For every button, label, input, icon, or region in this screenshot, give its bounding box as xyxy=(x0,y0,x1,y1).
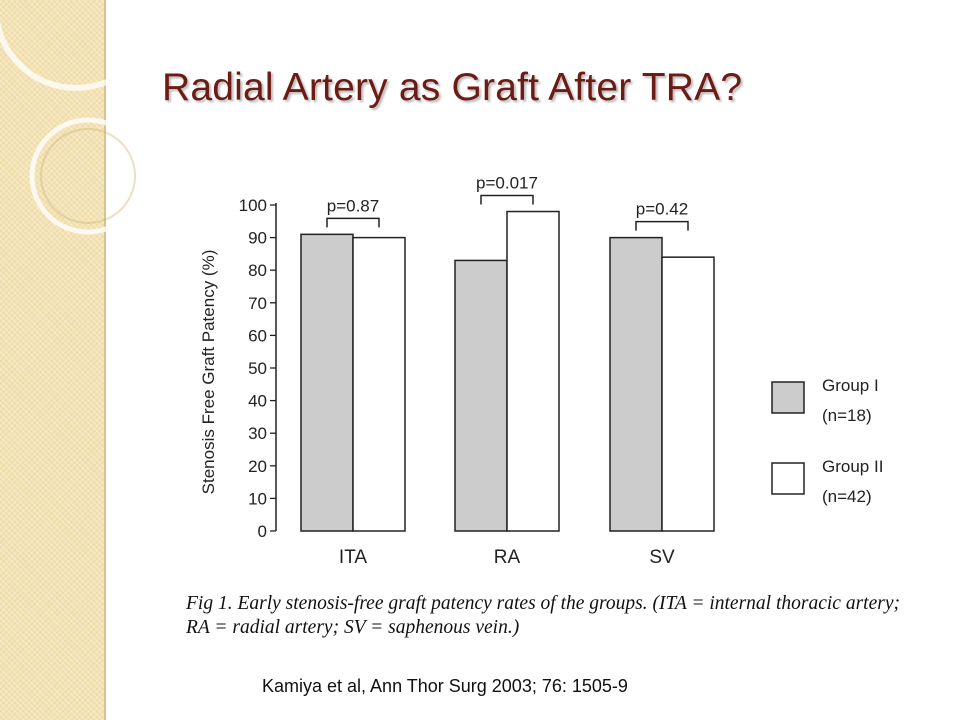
bar-chart: 0 10 20 30 40 50 60 70 80 90 100 Stenosis Free Graf… xyxy=(199,174,883,568)
y-tick-label: 40 xyxy=(248,392,267,411)
legend-sublabel: (n=42) xyxy=(822,487,872,506)
bar-ita-group2 xyxy=(352,236,406,532)
y-tick-label: 10 xyxy=(248,489,267,508)
y-tick-label: 0 xyxy=(258,522,267,541)
bar-sv-group2 xyxy=(661,256,715,532)
y-tick-label: 60 xyxy=(248,326,267,345)
citation: Kamiya et al, Ann Thor Surg 2003; 76: 15… xyxy=(262,676,628,696)
decorative-circles xyxy=(0,0,159,235)
legend-label: Group II xyxy=(822,457,883,476)
significance-bracket xyxy=(326,217,380,228)
legend-swatch-group2 xyxy=(771,462,805,495)
figure-caption: Fig 1. Early stenosis-free graft patency… xyxy=(186,593,900,638)
y-tick-label: 100 xyxy=(239,196,267,215)
bar-ra-group2 xyxy=(506,210,560,532)
significance-bracket xyxy=(480,194,534,205)
side-band-edge xyxy=(104,0,106,720)
y-tick-label: 90 xyxy=(248,229,267,248)
p-value-annotation: p=0.017 xyxy=(476,174,538,193)
x-tick-label: SV xyxy=(649,547,675,568)
x-tick-label: ITA xyxy=(339,547,367,568)
significance-bracket xyxy=(635,220,689,231)
y-tick-label: 80 xyxy=(248,261,267,280)
legend-sublabel: (n=18) xyxy=(822,406,872,425)
legend-swatch-group1 xyxy=(771,381,805,414)
x-tick-label: RA xyxy=(494,547,521,568)
bar-ra-group1 xyxy=(454,259,508,532)
p-value-annotation: p=0.87 xyxy=(327,196,379,215)
p-value-annotation: p=0.42 xyxy=(636,200,688,219)
y-tick-label: 50 xyxy=(248,359,267,378)
bar-ita-group1 xyxy=(300,233,354,532)
y-axis-label: Stenosis Free Graft Patency (%) xyxy=(199,250,218,495)
slide-title: Radial Artery as Graft After TRA? xyxy=(162,66,743,109)
bar-sv-group1 xyxy=(609,236,663,532)
y-tick-label: 20 xyxy=(248,457,267,476)
y-tick-label: 70 xyxy=(248,294,267,313)
legend-label: Group I xyxy=(822,376,879,395)
y-tick-label: 30 xyxy=(248,424,267,443)
